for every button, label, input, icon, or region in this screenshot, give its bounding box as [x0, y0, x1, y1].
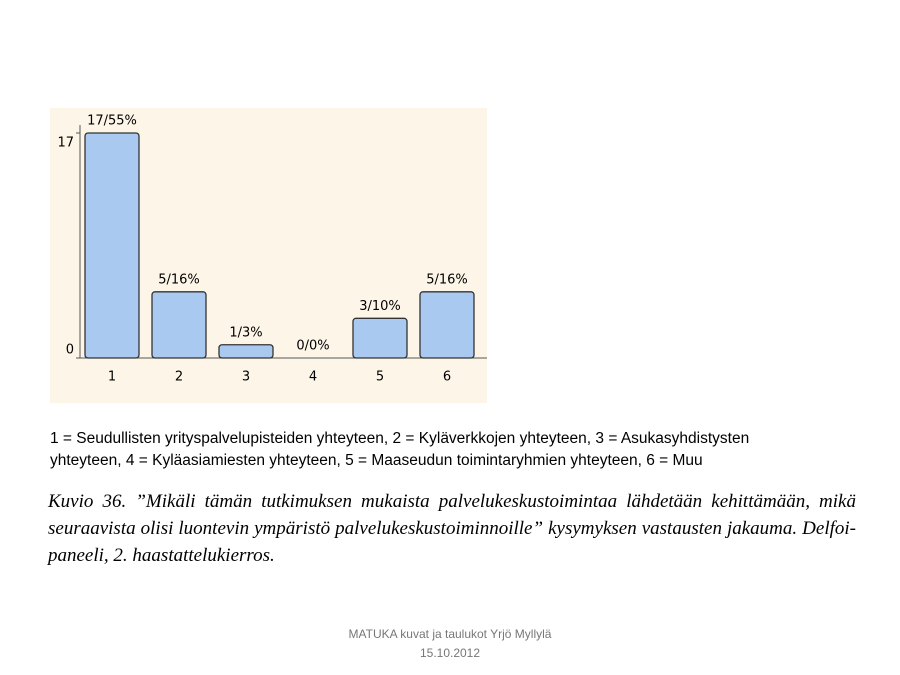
legend-note: 1 = Seudullisten yrityspalvelupisteiden … [50, 430, 750, 447]
bar [218, 344, 274, 359]
bar [419, 291, 475, 359]
legend-note: yhteyteen, 4 = Kyläasiamiesten yhteyteen… [50, 452, 703, 469]
x-tick-label: 1 [108, 370, 116, 385]
value-label: 3/10% [359, 299, 401, 314]
bar [151, 291, 207, 359]
y-tick-label: 17 [57, 136, 74, 151]
x-tick-label: 5 [376, 370, 384, 385]
value-label: 17/55% [87, 114, 137, 129]
value-label: 5/16% [426, 272, 468, 287]
x-tick-label: 2 [175, 370, 183, 385]
value-label: 0/0% [296, 339, 329, 354]
x-tick-label: 6 [443, 370, 451, 385]
footer: MATUKA kuvat ja taulukot Yrjö Myllylä [348, 627, 552, 641]
bar [84, 132, 140, 359]
y-tick-label: 0 [66, 343, 74, 358]
x-tick-label: 3 [242, 370, 250, 385]
footer: 15.10.2012 [419, 646, 481, 660]
bar [352, 317, 408, 359]
value-label: 1/3% [229, 325, 262, 340]
x-tick-label: 4 [309, 370, 317, 385]
value-label: 5/16% [158, 272, 200, 287]
caption: Kuvio 36. ”Mikäli tämän tutkimuksen muka… [48, 491, 856, 566]
